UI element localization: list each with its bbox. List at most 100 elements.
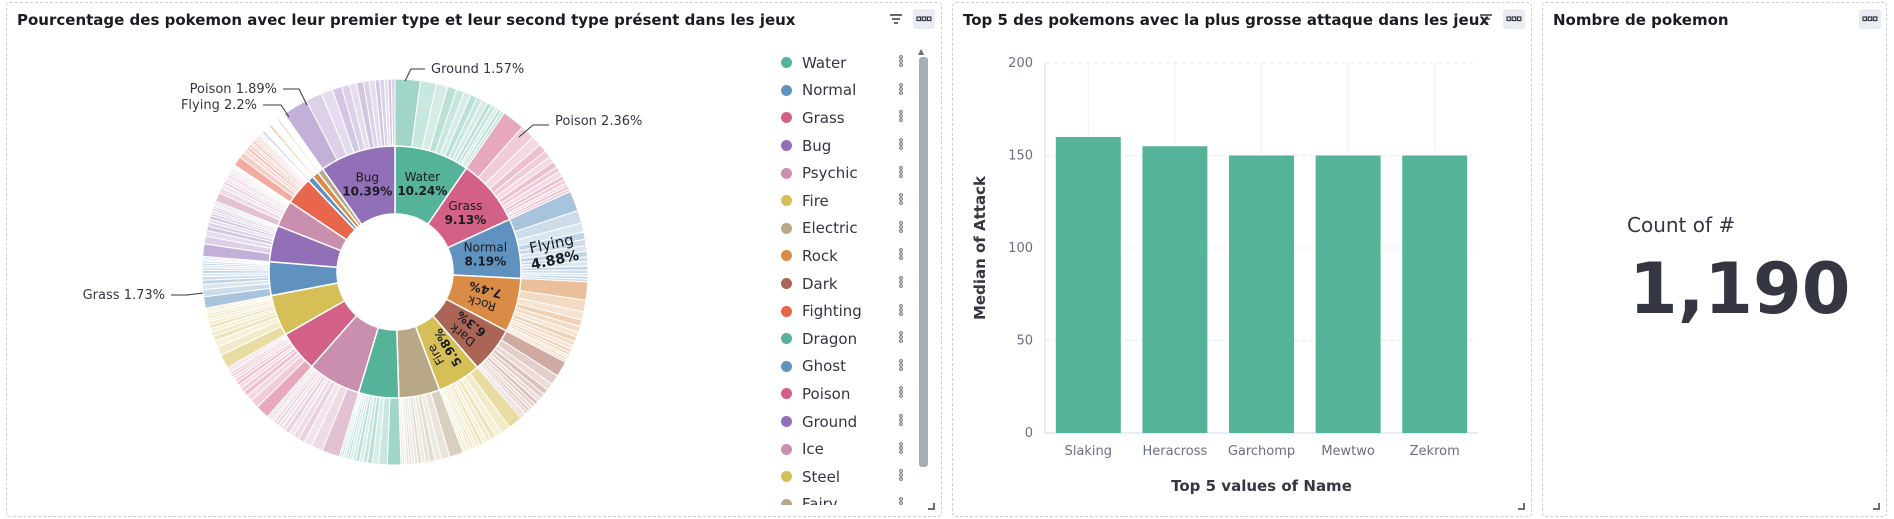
bar[interactable] — [1055, 137, 1121, 433]
metric-panel-title: Nombre de pokemon — [1553, 11, 1729, 29]
legend-item[interactable]: Normal — [781, 77, 921, 105]
bar[interactable] — [1315, 155, 1381, 434]
donut-callout-line — [263, 104, 290, 118]
legend-label: Normal — [802, 81, 857, 100]
legend-item-options-icon[interactable] — [898, 248, 904, 263]
donut-callout-label: Ground — [431, 62, 483, 77]
legend-scrollbar[interactable] — [919, 57, 928, 467]
legend-label: Ice — [802, 440, 824, 459]
legend-label: Rock — [802, 246, 838, 265]
resize-handle-icon[interactable] — [1873, 503, 1880, 510]
donut-slice-label: Grass — [448, 199, 482, 213]
legend-item-options-icon[interactable] — [898, 496, 904, 505]
legend-item[interactable]: Fighting — [781, 297, 921, 325]
options-menu-icon[interactable] — [1859, 9, 1881, 29]
donut-callout-value: 1.73% — [124, 288, 165, 303]
bar[interactable] — [1142, 146, 1208, 433]
legend-item-options-icon[interactable] — [898, 358, 904, 374]
legend-item-options-icon[interactable] — [898, 414, 904, 429]
legend-label: Bug — [802, 136, 832, 155]
y-tick-label: 200 — [1008, 56, 1033, 71]
bar-chart: 0 50 100 150 200 Slaking Heracross Garchomp Mewt… — [971, 56, 1478, 495]
legend-color-dot — [781, 498, 792, 505]
metric-panel: Nombre de pokemon Count of # 1,190 — [1542, 2, 1887, 517]
legend-label: Poison — [802, 384, 851, 403]
legend-item-options-icon[interactable] — [898, 469, 904, 484]
legend-color-dot — [781, 416, 792, 428]
donut-slice-label: Water — [405, 170, 441, 184]
legend-color-dot — [781, 305, 792, 317]
legend-item-options-icon[interactable] — [898, 193, 904, 208]
legend-item-options-icon[interactable] — [898, 386, 904, 401]
legend-item-options-icon[interactable] — [898, 138, 904, 153]
legend-color-dot — [781, 222, 792, 234]
donut-slice-label: Bug — [356, 170, 379, 184]
legend-item-options-icon[interactable] — [898, 303, 904, 319]
legend-label: Water — [802, 53, 847, 72]
donut-inner-slice[interactable] — [321, 145, 396, 226]
legend-label: Dragon — [802, 329, 858, 348]
donut-panel-title: Pourcentage des pokemon avec leur premie… — [17, 11, 796, 29]
y-tick-label: 100 — [1008, 241, 1033, 256]
x-tick-label: Heracross — [1143, 444, 1208, 459]
legend-item-options-icon[interactable] — [898, 220, 904, 236]
donut-callout: Grass 1.73% — [83, 288, 165, 303]
options-menu-icon[interactable] — [913, 9, 935, 29]
legend-color-dot — [781, 57, 792, 69]
legend-item[interactable]: Ghost — [781, 353, 921, 381]
legend-item[interactable]: Rock — [781, 242, 921, 270]
legend-item-options-icon[interactable] — [898, 55, 904, 70]
donut-slice-percent: 10.39% — [342, 184, 392, 198]
legend-item-options-icon[interactable] — [898, 82, 904, 98]
donut-callout-line — [518, 124, 549, 138]
bar[interactable] — [1402, 155, 1468, 434]
legend-color-dot — [781, 167, 792, 179]
legend-item-options-icon[interactable] — [898, 331, 904, 346]
legend-item[interactable]: Psychic — [781, 159, 921, 187]
legend-scroll-up-icon[interactable]: ▲ — [918, 47, 925, 56]
legend-item[interactable]: Dark — [781, 270, 921, 298]
legend-item[interactable]: Bug — [781, 132, 921, 160]
x-tick-label: Zekrom — [1410, 444, 1460, 459]
legend-item[interactable]: Grass — [781, 104, 921, 132]
legend-item[interactable]: Dragon — [781, 325, 921, 353]
y-tick-label: 50 — [1016, 334, 1033, 349]
legend-label: Fairy — [802, 495, 838, 505]
donut-callout-line — [171, 292, 204, 296]
legend-item-options-icon[interactable] — [898, 165, 904, 181]
x-tick-label: Garchomp — [1228, 444, 1295, 459]
legend-item-options-icon[interactable] — [898, 110, 904, 125]
legend-item[interactable]: Ice — [781, 435, 921, 463]
filter-icon[interactable] — [1475, 9, 1497, 29]
resize-handle-icon[interactable] — [928, 503, 935, 510]
legend-item[interactable]: Electric — [781, 215, 921, 243]
legend-color-dot — [781, 471, 792, 483]
legend-item[interactable]: Steel — [781, 463, 921, 491]
legend-item[interactable]: Fairy — [781, 491, 921, 505]
donut-callout-line — [404, 68, 425, 82]
bar-panel-title: Top 5 des pokemons avec la plus grosse a… — [963, 11, 1490, 29]
legend-item-options-icon[interactable] — [898, 441, 904, 457]
donut-callout-value: 2.2% — [224, 98, 257, 113]
donut-callout: Flying 2.2% — [181, 98, 257, 113]
legend-color-dot — [781, 278, 792, 290]
legend-item[interactable]: Ground — [781, 408, 921, 436]
donut-callout-label: Poison — [190, 82, 236, 97]
legend-item[interactable]: Fire — [781, 187, 921, 215]
legend-color-dot — [781, 333, 792, 345]
donut-callout-value: 2.36% — [601, 114, 642, 129]
resize-handle-icon[interactable] — [1518, 503, 1525, 510]
legend-label: Ground — [802, 412, 858, 431]
options-menu-icon[interactable] — [1503, 9, 1525, 29]
filter-icon[interactable] — [885, 9, 907, 29]
bar[interactable] — [1229, 155, 1294, 434]
legend-item-options-icon[interactable] — [898, 276, 904, 291]
donut-callout-line — [283, 88, 308, 106]
donut-callout-value: 1.89% — [236, 82, 277, 97]
legend-item[interactable]: Water — [781, 49, 921, 77]
legend-label: Fire — [802, 191, 829, 210]
legend-item[interactable]: Poison — [781, 380, 921, 408]
donut-callout-label: Poison — [555, 114, 601, 129]
donut-callout-value: 1.57% — [483, 62, 524, 77]
legend-color-dot — [781, 443, 792, 455]
